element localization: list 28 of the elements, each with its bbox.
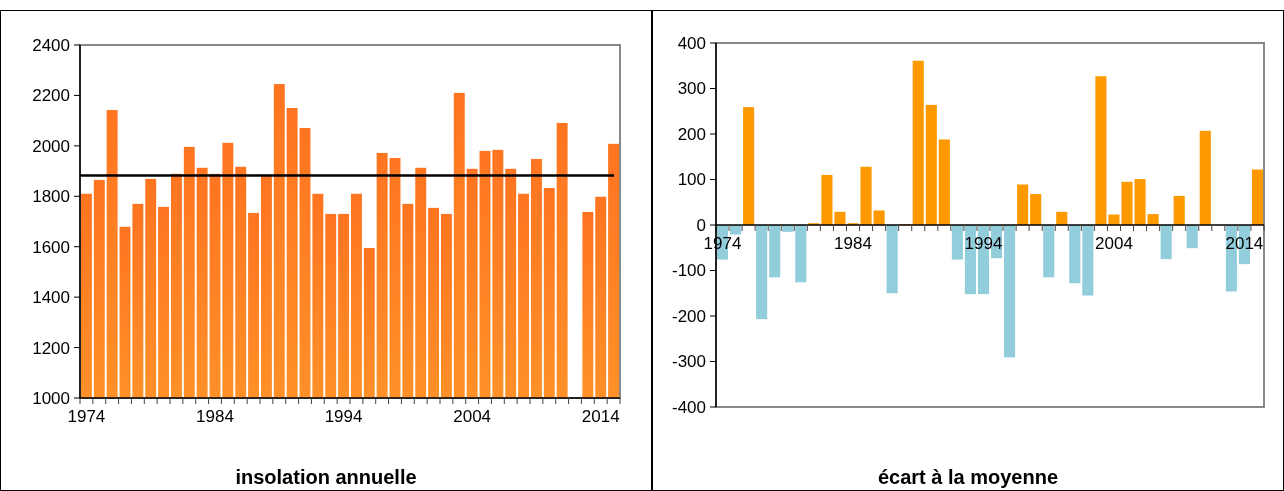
y-tick-label: 1400: [32, 288, 70, 308]
y-tick-label: 200: [677, 124, 706, 144]
x-tick-label: 2004: [453, 407, 492, 426]
y-tick-label: 0: [696, 215, 706, 235]
y-tick-label: 2000: [32, 136, 70, 156]
x-tick-label: 1994: [964, 234, 1003, 253]
y-tick-label: 1200: [32, 338, 70, 358]
y-tick-label: 1600: [32, 237, 70, 257]
y-tick-label: 1800: [32, 187, 70, 207]
x-tick-label: 1984: [196, 407, 234, 426]
text: écart à la moyenne: [877, 466, 1059, 488]
x-tick-label: 2014: [581, 407, 620, 426]
y-tick-label: 100: [677, 170, 706, 190]
y-tick-label: 300: [677, 79, 706, 99]
text: insolation annuelle: [235, 466, 417, 488]
x-tick-label: 2004: [1095, 234, 1133, 253]
y-tick-label: 2200: [32, 86, 70, 106]
y-tick-label: -400: [671, 397, 706, 417]
y-tick-label: 1000: [32, 388, 70, 408]
x-tick-label: 1974: [67, 407, 106, 426]
x-tick-label: 2014: [1225, 234, 1264, 253]
y-tick-label: -300: [671, 352, 706, 372]
x-tick-label: 1984: [834, 234, 872, 253]
y-tick-label: -100: [671, 261, 706, 281]
y-tick-label: -200: [671, 306, 706, 326]
y-tick-label: 400: [677, 33, 706, 53]
y-tick-label: 2400: [32, 35, 70, 55]
x-tick-label: 1994: [324, 407, 363, 426]
